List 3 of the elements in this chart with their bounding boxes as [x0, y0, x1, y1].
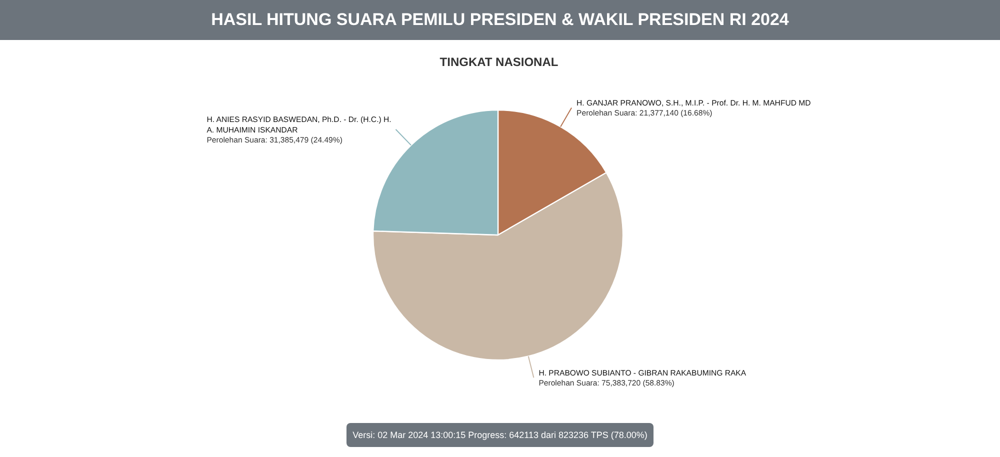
chart-title: HASIL HITUNG SUARA PEMILU PRESIDEN & WAKIL PRESIDEN RI 2024: [211, 10, 790, 29]
chart-subtitle: TINGKAT NASIONAL: [440, 55, 558, 69]
text: Versi: 02 Mar 2024 13:00:15 Progress: 642113 dari 823236 TPS (78.00%): [352, 430, 648, 440]
